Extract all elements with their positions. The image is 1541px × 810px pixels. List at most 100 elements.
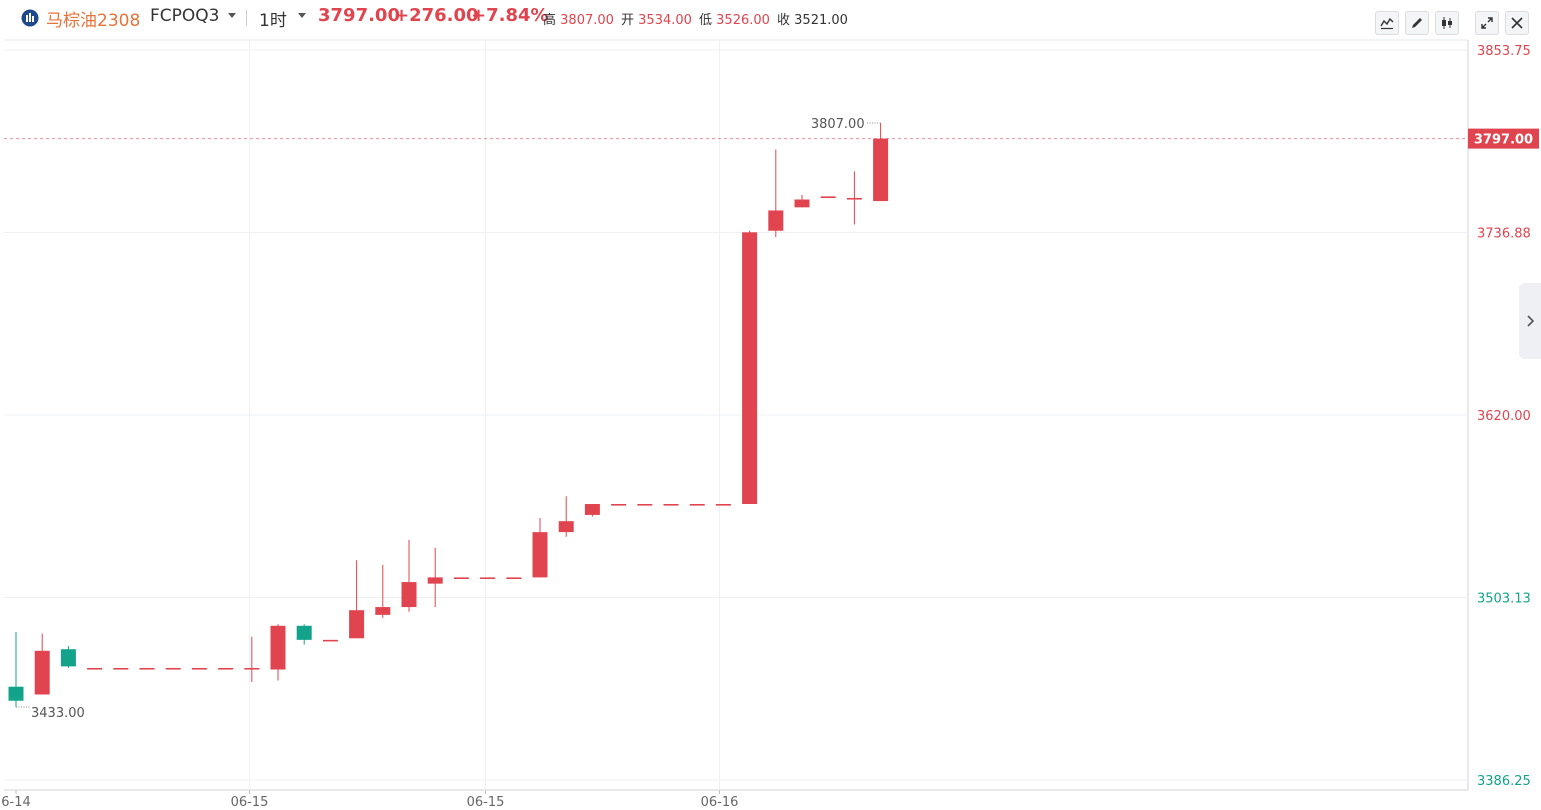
candle-body [768,210,784,231]
side-panel-toggle[interactable] [1519,283,1541,359]
instrument-dropdown-chevron-down-icon[interactable] [228,13,236,18]
candle-body [689,504,705,506]
candle [558,496,574,537]
candle-body [532,532,548,578]
candle [453,577,469,579]
candle [139,667,155,670]
candle [794,194,810,208]
candle [506,577,522,579]
current-price-tag [1468,128,1539,149]
candle-body [480,577,496,579]
x-tick-label: 06-16 [701,795,739,810]
candle [60,646,76,668]
candle-body [349,610,365,639]
y-tick-label: 3736.88 [1477,226,1531,241]
candle [34,633,50,695]
candle [820,196,836,198]
x-tick-label: 6-14 [1,795,31,810]
ohlc-open: 开 3534.00 [621,13,692,28]
y-tick-label: 3620.00 [1477,409,1531,424]
candle-body [218,667,234,670]
fullscreen-icon[interactable] [1475,11,1499,35]
candle-body [742,232,758,505]
candle-body [139,667,155,670]
line-style-icon[interactable] [1375,11,1399,35]
x-tick-label: 06-15 [467,795,505,810]
candle-body [506,577,522,579]
quote-header: 马棕油2308 FCPOQ3 1时 3797.00 +276.00 +7.84%… [0,0,1541,36]
candle-type-icon[interactable] [1435,11,1459,35]
candle [846,171,862,225]
candle-body [611,504,627,506]
max-annotation-label: 3807.00 [811,117,865,132]
candle-body [453,577,469,579]
candle [87,667,103,670]
y-tick-label: 3853.75 [1477,44,1531,59]
candle [689,504,705,506]
ohlc-close: 收 3521.00 [777,13,848,28]
globe-logo-icon [21,9,39,27]
candle-body [191,667,207,670]
y-tick-label: 3386.25 [1477,774,1531,789]
candle [218,667,234,670]
price-change: +276.00 [394,5,479,26]
candle [322,639,338,642]
candle [244,636,260,683]
candle [349,560,365,639]
candle-body [296,625,312,640]
candle-body [820,196,836,198]
candle [375,564,391,618]
candle [768,149,784,237]
candle [113,667,129,670]
candle-body [8,686,24,701]
candle-body [637,504,653,506]
candle [532,518,548,578]
candle-body [846,197,862,200]
candle-body [427,577,443,584]
candle [427,547,443,608]
candle-body [165,667,181,670]
candle [637,504,653,506]
candle-body [113,667,129,670]
last-price: 3797.00 [318,5,400,26]
candle [873,123,889,202]
candle-body [87,667,103,670]
candle-body [270,625,286,670]
candle-body [34,650,50,695]
candle [480,577,496,579]
interval-chevron-down-icon[interactable] [298,13,306,18]
instrument-name[interactable]: 马棕油2308 [46,11,141,31]
candle-body [663,504,679,506]
candle-body [584,504,600,515]
candle [611,504,627,506]
candle-body [322,639,338,642]
candle [270,624,286,681]
close-icon[interactable] [1505,11,1529,35]
candle [663,504,679,506]
candle-body [244,667,260,670]
current-price-label: 3797.00 [1474,133,1533,148]
instrument-code[interactable]: FCPOQ3 [150,6,220,26]
candle-body [401,582,417,608]
candle [296,624,312,645]
min-annotation-label: 3433.00 [31,706,85,721]
candle [8,632,24,707]
chevron-right-icon [1527,315,1535,327]
ohlc-low: 低 3526.00 [699,13,770,28]
candle-body [873,138,889,202]
x-tick-label: 06-15 [231,795,269,810]
price-change-percent: +7.84% [471,5,549,26]
draw-pencil-icon[interactable] [1405,11,1429,35]
candle [191,667,207,670]
candle-body [558,521,574,533]
candle-body [794,199,810,208]
y-tick-label: 3503.13 [1477,591,1531,606]
candle [715,504,731,506]
header-divider [246,10,247,26]
candle-body [60,649,76,667]
candle [742,230,758,505]
interval-selector[interactable]: 1时 [259,11,287,31]
candle [584,504,600,517]
candle [401,539,417,612]
